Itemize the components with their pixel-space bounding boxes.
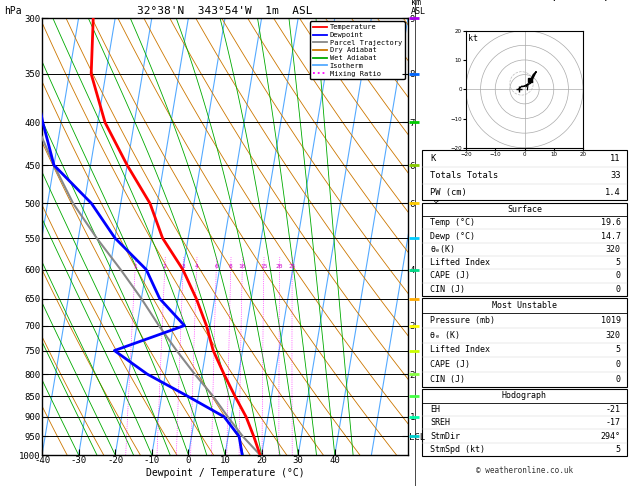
Text: -17: -17 [606, 418, 621, 427]
Bar [422, 298, 627, 387]
Text: Pressure (mb): Pressure (mb) [430, 316, 496, 325]
Text: 0: 0 [616, 272, 621, 280]
Text: Dewp (°C): Dewp (°C) [430, 231, 476, 241]
Text: 2: 2 [163, 264, 167, 269]
Text: 294°: 294° [601, 432, 621, 440]
Text: 25: 25 [289, 264, 296, 269]
Text: -21: -21 [606, 405, 621, 414]
Text: 320: 320 [606, 245, 621, 254]
Text: Surface: Surface [507, 205, 542, 214]
Text: © weatheronline.co.uk: © weatheronline.co.uk [476, 466, 573, 475]
Text: 5: 5 [616, 445, 621, 454]
Text: CAPE (J): CAPE (J) [430, 360, 470, 369]
X-axis label: Dewpoint / Temperature (°C): Dewpoint / Temperature (°C) [146, 468, 304, 478]
Text: 8: 8 [229, 264, 233, 269]
Text: Lifted Index: Lifted Index [430, 258, 491, 267]
Text: km
ASL: km ASL [411, 0, 426, 16]
Bar [422, 203, 627, 296]
Text: 20: 20 [276, 264, 284, 269]
Text: θₑ(K): θₑ(K) [430, 245, 455, 254]
Text: StmDir: StmDir [430, 432, 460, 440]
Text: 5: 5 [616, 346, 621, 354]
Text: 1019: 1019 [601, 316, 621, 325]
Text: CAPE (J): CAPE (J) [430, 272, 470, 280]
Text: Hodograph: Hodograph [502, 391, 547, 400]
Text: Temp (°C): Temp (°C) [430, 218, 476, 227]
Text: 10: 10 [238, 264, 246, 269]
Text: hPa: hPa [4, 5, 21, 16]
Text: 32°38'N  343°54'W  1m  ASL: 32°38'N 343°54'W 1m ASL [137, 5, 313, 16]
Text: 3: 3 [181, 264, 185, 269]
Text: 19.6: 19.6 [601, 218, 621, 227]
Text: 0: 0 [616, 375, 621, 384]
Text: θₑ (K): θₑ (K) [430, 330, 460, 340]
Bar [422, 150, 627, 200]
Text: 320: 320 [606, 330, 621, 340]
Text: K: K [430, 154, 436, 163]
Text: Totals Totals: Totals Totals [430, 171, 499, 180]
Text: 4: 4 [195, 264, 199, 269]
Text: StmSpd (kt): StmSpd (kt) [430, 445, 486, 454]
Text: 0: 0 [616, 285, 621, 294]
Text: 6: 6 [214, 264, 218, 269]
Text: SREH: SREH [430, 418, 450, 427]
Text: 1.4: 1.4 [605, 188, 621, 196]
Text: Lifted Index: Lifted Index [430, 346, 491, 354]
Text: 15: 15 [260, 264, 267, 269]
Legend: Temperature, Dewpoint, Parcel Trajectory, Dry Adiabat, Wet Adiabat, Isotherm, Mi: Temperature, Dewpoint, Parcel Trajectory… [310, 21, 404, 79]
Text: CIN (J): CIN (J) [430, 375, 465, 384]
Text: 14.7: 14.7 [601, 231, 621, 241]
Text: 1: 1 [133, 264, 137, 269]
Text: EH: EH [430, 405, 440, 414]
Text: 11: 11 [610, 154, 621, 163]
Text: 5: 5 [616, 258, 621, 267]
Text: 16.04.2024  03GMT  (Base: 00): 16.04.2024 03GMT (Base: 00) [439, 0, 610, 1]
Text: 0: 0 [616, 360, 621, 369]
Text: PW (cm): PW (cm) [430, 188, 467, 196]
Text: Mixing Ratio (g/kg): Mixing Ratio (g/kg) [433, 189, 442, 284]
Text: CIN (J): CIN (J) [430, 285, 465, 294]
Text: Most Unstable: Most Unstable [492, 301, 557, 310]
Text: 33: 33 [610, 171, 621, 180]
Bar [422, 389, 627, 456]
